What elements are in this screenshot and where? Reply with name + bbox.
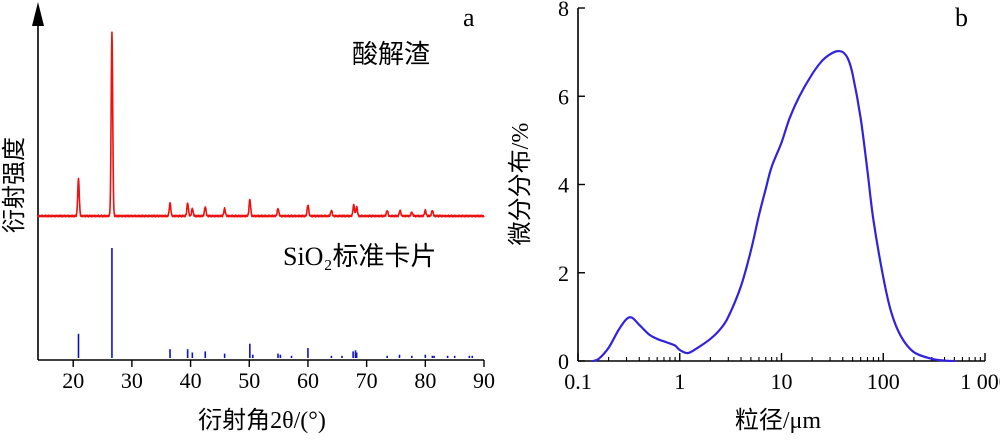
psd-y-ticks — [578, 7, 585, 362]
xrd-x-tick-label: 40 — [180, 368, 202, 393]
psd-x-axis-title: 粒径/μm — [735, 407, 822, 434]
psd-x-ticks — [577, 353, 986, 361]
series-reference-sticks — [77, 248, 474, 358]
series-psd-curve — [591, 49, 956, 363]
psd-x-tick-label: 10 — [771, 369, 793, 394]
psd-y-tick-label: 6 — [558, 84, 569, 109]
psd-y-tick-label: 0 — [558, 349, 569, 374]
xrd-x-ticks — [72, 360, 485, 367]
xrd-panel-label: a — [463, 3, 475, 32]
annotation-reference: SiO₂标准卡片 — [283, 242, 437, 271]
psd-x-tick-label: 0.1 — [564, 369, 592, 394]
psd-x-tick-labels: 0.1 1 10 100 1 000 — [564, 369, 1000, 394]
xrd-x-tick-label: 20 — [62, 368, 84, 393]
xrd-x-tick-labels: 20 30 40 50 60 70 80 90 — [62, 368, 495, 393]
xrd-x-tick-label: 90 — [473, 368, 495, 393]
xrd-x-tick-label: 70 — [356, 368, 378, 393]
xrd-chart: 20 30 40 50 60 70 80 90 酸解渣 SiO₂标准卡片 a 衍射角2θ/(°… — [1, 2, 495, 434]
xrd-y-axis-title: 衍射强度 — [1, 137, 28, 233]
xrd-x-tick-label: 80 — [414, 368, 436, 393]
series-residue-pattern — [37, 31, 485, 218]
psd-chart: 0 2 4 6 8 0.1 1 10 100 1 000 b 粒径/μm 微分分布/% — [507, 0, 1000, 434]
xrd-x-tick-label: 30 — [121, 368, 143, 393]
xrd-y-axis-arrow — [32, 2, 44, 26]
psd-x-tick-label: 100 — [867, 369, 900, 394]
psd-y-tick-label: 8 — [558, 0, 569, 21]
psd-y-tick-labels: 0 2 4 6 8 — [558, 0, 569, 374]
xrd-x-tick-label: 50 — [238, 368, 260, 393]
psd-panel-label: b — [955, 3, 968, 32]
xrd-x-axis-title: 衍射角2θ/(°) — [198, 407, 326, 434]
psd-y-tick-label: 2 — [558, 261, 569, 286]
psd-y-tick-label: 4 — [558, 173, 569, 198]
psd-x-tick-label: 1 — [674, 369, 685, 394]
psd-x-tick-label: 1 000 — [960, 369, 1000, 394]
xrd-x-tick-label: 60 — [297, 368, 319, 393]
annotation-residue: 酸解渣 — [352, 40, 430, 69]
psd-y-axis-title: 微分分布/% — [507, 123, 534, 246]
